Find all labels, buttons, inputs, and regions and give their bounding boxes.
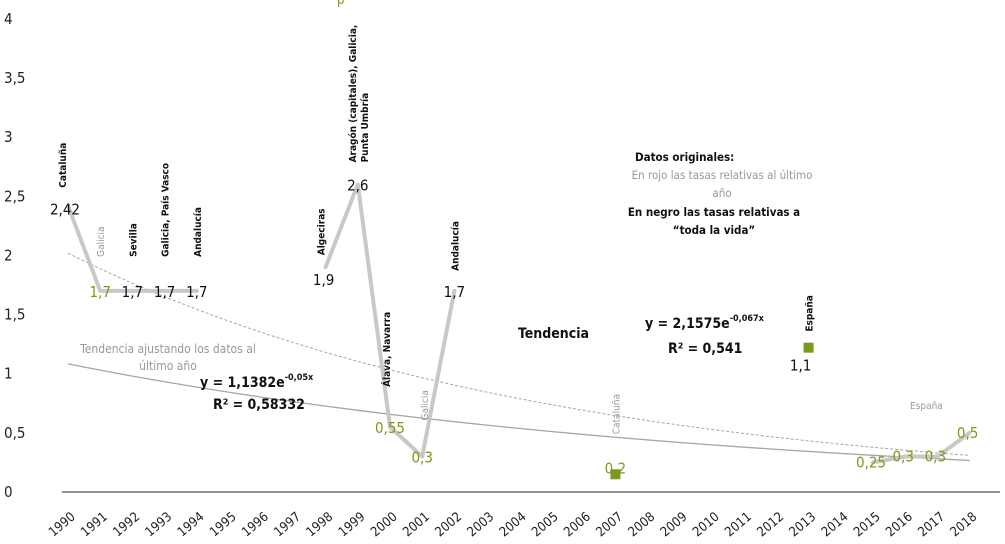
notes-heading: Datos originales: bbox=[635, 150, 734, 164]
data-label: 0,55 bbox=[375, 419, 405, 437]
x-tick-label: 1994 bbox=[175, 510, 207, 541]
series-line bbox=[871, 430, 972, 465]
x-tick-label: 2003 bbox=[465, 510, 497, 541]
place-label: Cataluña bbox=[58, 143, 69, 188]
data-label: 1,7 bbox=[444, 283, 465, 301]
x-tick-label: 2006 bbox=[561, 510, 593, 541]
y-tick-label: 4 bbox=[4, 10, 13, 28]
x-tick-label: 1999 bbox=[336, 510, 368, 541]
x-tick-label: 1996 bbox=[239, 510, 271, 541]
y-tick-label: 0 bbox=[4, 483, 13, 501]
x-tick-label: 2001 bbox=[400, 510, 432, 541]
trend1-r2: R² = 0,58332 bbox=[213, 397, 305, 413]
data-label: 1,7 bbox=[154, 283, 175, 301]
x-tick-label: 1992 bbox=[111, 510, 143, 541]
y-tick-label: 1,5 bbox=[4, 306, 25, 324]
x-tick-label: 2016 bbox=[883, 510, 915, 541]
notes-red-line1: En rojo las tasas relativas al último bbox=[632, 168, 813, 182]
data-label: 0,2 bbox=[605, 459, 626, 477]
y-tick-label: 1 bbox=[4, 365, 13, 383]
place-label-espana-2016: España bbox=[910, 401, 943, 412]
place-label: Cataluña bbox=[611, 394, 622, 434]
trend2-r2: R² = 0,541 bbox=[668, 341, 742, 357]
x-tick-label: 2017 bbox=[916, 510, 948, 541]
x-tick-label: 1991 bbox=[78, 510, 110, 541]
data-label: 0,3 bbox=[411, 449, 432, 467]
data-label: 1,7 bbox=[122, 283, 143, 301]
series-line bbox=[66, 203, 199, 293]
x-tick-label: 2002 bbox=[433, 510, 465, 541]
trend-lines bbox=[67, 252, 970, 462]
place-label: Galicia, País Vasco bbox=[160, 163, 172, 257]
notes-black-line2: “toda la vida” bbox=[673, 223, 755, 237]
notes-black-line1: En negro las tasas relativas a bbox=[628, 205, 800, 219]
data-marker bbox=[610, 469, 621, 480]
place-label: España bbox=[805, 295, 816, 332]
x-tick-label: 2014 bbox=[819, 510, 851, 541]
data-label: 1,1 bbox=[790, 357, 811, 375]
data-label: 2,42 bbox=[50, 201, 80, 219]
place-label: Sevilla bbox=[128, 223, 139, 257]
x-tick-label: 2011 bbox=[722, 510, 754, 541]
trend-line-original bbox=[67, 252, 970, 456]
place-label: Aragón (capitales), Galicia,Punta Umbría bbox=[347, 25, 371, 163]
notes-red-line2: año bbox=[712, 186, 731, 200]
x-tick-label: 2004 bbox=[497, 510, 529, 541]
trend-description-line2: último año bbox=[139, 359, 197, 373]
data-label: 1,7 bbox=[89, 283, 110, 301]
x-tick-label: 1997 bbox=[272, 510, 304, 541]
place-label: Algeciras bbox=[317, 208, 328, 255]
place-label-line: Punta Umbría bbox=[359, 93, 371, 163]
x-tick-label: 2009 bbox=[658, 510, 690, 541]
x-tick-label: 1998 bbox=[304, 510, 336, 541]
place-label: Álava, Navarra bbox=[380, 312, 393, 387]
data-series bbox=[66, 182, 972, 480]
x-tick-label: 2005 bbox=[529, 510, 561, 541]
data-label: 1,9 bbox=[313, 271, 334, 289]
x-tick-label: 2000 bbox=[368, 510, 400, 541]
data-labels: 2,42 Cataluña 1,7 Galicia 1,7 Sevilla 1,7 Galic… bbox=[50, 25, 978, 478]
x-tick-label: 2008 bbox=[626, 510, 658, 541]
y-tick-label: 0,5 bbox=[4, 424, 25, 442]
data-label: 1,7 bbox=[186, 283, 207, 301]
place-label: Galicia bbox=[420, 390, 431, 420]
place-label-line: Aragón (capitales), Galicia, bbox=[347, 25, 359, 163]
trend-line-last-year bbox=[67, 363, 970, 462]
y-tick-label: 2,5 bbox=[4, 187, 25, 205]
x-tick-label: 1990 bbox=[46, 510, 78, 541]
data-label: 2,6 bbox=[347, 176, 368, 194]
place-label: Galicia bbox=[96, 226, 107, 256]
data-label: 0,3 bbox=[925, 448, 946, 466]
x-tick-label: 2013 bbox=[787, 510, 819, 541]
x-tick-label: 2010 bbox=[690, 510, 722, 541]
data-label: 0,5 bbox=[957, 424, 978, 442]
y-tick-label: 3,5 bbox=[4, 69, 25, 87]
place-label: Andalucía bbox=[192, 207, 204, 257]
trend2-equation: y = 2,1575e-0,067x bbox=[645, 314, 765, 332]
x-tick-label: 2015 bbox=[851, 510, 883, 541]
chart-title-fragment: p bbox=[337, 0, 344, 8]
x-tick-label: 1993 bbox=[143, 510, 175, 541]
trend2-description: Tendencia bbox=[518, 326, 589, 342]
place-label: Andalucía bbox=[449, 221, 461, 271]
y-tick-label: 3 bbox=[4, 128, 13, 146]
data-label: 0,3 bbox=[892, 448, 913, 466]
x-tick-label: 2012 bbox=[755, 510, 787, 541]
x-tick-label: 2018 bbox=[948, 510, 980, 541]
x-tick-label: 1995 bbox=[207, 510, 239, 541]
trend-description-line1: Tendencia ajustando los datos al bbox=[79, 342, 256, 356]
data-marker bbox=[803, 342, 814, 353]
data-label: 0,25 bbox=[856, 453, 886, 471]
x-tick-label: 2007 bbox=[594, 510, 626, 541]
trend1-equation: y = 1,1382e-0,05x bbox=[200, 373, 314, 391]
series-line bbox=[323, 182, 457, 459]
y-tick-label: 2 bbox=[4, 246, 13, 264]
